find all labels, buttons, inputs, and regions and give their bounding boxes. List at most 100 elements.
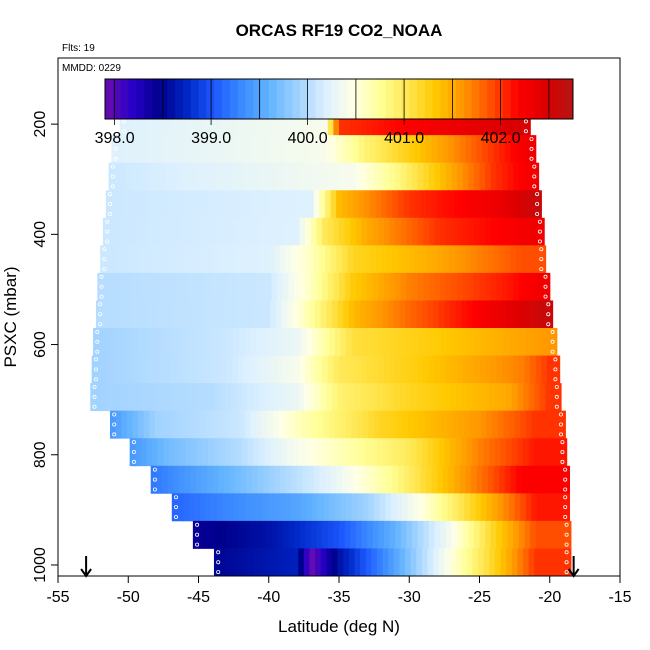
track-point bbox=[131, 459, 136, 464]
heatmap-cell bbox=[406, 355, 413, 384]
heatmap-cell bbox=[201, 465, 208, 494]
heatmap-cell bbox=[501, 162, 509, 191]
heatmap-band bbox=[192, 520, 572, 549]
heatmap-cell bbox=[386, 190, 393, 219]
heatmap-cell bbox=[551, 300, 554, 329]
heatmap-cell bbox=[355, 520, 363, 549]
heatmap-cell bbox=[357, 493, 364, 522]
heatmap-cell bbox=[379, 410, 386, 439]
heatmap-cell bbox=[323, 493, 330, 522]
heatmap-cell bbox=[180, 438, 187, 467]
heatmap-cell bbox=[213, 548, 221, 577]
heatmap-cell bbox=[378, 107, 385, 136]
heatmap-cell bbox=[121, 410, 128, 439]
heatmap-cell bbox=[126, 328, 134, 356]
heatmap-cell bbox=[218, 465, 225, 494]
heatmap-cell bbox=[225, 300, 232, 329]
heatmap-cell bbox=[288, 217, 295, 246]
heatmap-cell bbox=[430, 410, 437, 439]
heatmap-cell bbox=[257, 245, 264, 274]
heatmap-cell bbox=[496, 217, 503, 246]
heatmap-cell bbox=[220, 217, 228, 246]
heatmap-cell bbox=[140, 300, 148, 329]
heatmap-cell bbox=[274, 465, 281, 494]
heatmap-cell bbox=[524, 355, 531, 384]
heatmap-cell bbox=[532, 465, 540, 494]
heatmap-cell bbox=[510, 135, 517, 164]
heatmap-cell bbox=[111, 190, 118, 219]
heatmap-cell bbox=[501, 107, 509, 136]
heatmap-cell bbox=[294, 162, 301, 191]
heatmap-cell bbox=[466, 300, 474, 329]
heatmap-cell bbox=[468, 272, 475, 301]
track-point bbox=[110, 174, 115, 179]
heatmap-cell bbox=[226, 520, 233, 549]
track-point bbox=[553, 367, 558, 372]
heatmap-cell bbox=[140, 438, 148, 467]
heatmap-cell bbox=[160, 328, 167, 356]
heatmap-cell bbox=[275, 548, 282, 577]
colorbar-swatch bbox=[315, 79, 324, 119]
heatmap-cell bbox=[376, 383, 384, 412]
heatmap-cell bbox=[117, 135, 124, 164]
heatmap-cell bbox=[122, 245, 129, 274]
heatmap-cell bbox=[473, 520, 481, 549]
heatmap-cell bbox=[109, 328, 117, 356]
heatmap-cell bbox=[452, 328, 460, 356]
heatmap-cell bbox=[473, 107, 481, 136]
heatmap-cell bbox=[305, 162, 312, 191]
heatmap-cell bbox=[213, 383, 221, 412]
track-point bbox=[216, 550, 221, 555]
heatmap-cell bbox=[265, 107, 273, 136]
heatmap-cell bbox=[419, 328, 426, 356]
heatmap-cell bbox=[156, 245, 163, 274]
heatmap-cell bbox=[278, 328, 285, 356]
heatmap-cell bbox=[423, 107, 430, 136]
heatmap-cell bbox=[461, 438, 468, 467]
heatmap-cell bbox=[277, 272, 284, 301]
heatmap-cell bbox=[228, 410, 235, 439]
heatmap-cell bbox=[478, 300, 485, 329]
heatmap-cell bbox=[535, 520, 542, 549]
heatmap-cell bbox=[457, 355, 464, 384]
heatmap-cell bbox=[249, 355, 256, 384]
heatmap-cell bbox=[153, 272, 160, 301]
heatmap-cell bbox=[219, 548, 226, 577]
heatmap-cell bbox=[212, 190, 219, 219]
heatmap-cell bbox=[145, 190, 152, 219]
heatmap-cell bbox=[282, 272, 290, 301]
heatmap-cell bbox=[295, 410, 302, 439]
heatmap-cell bbox=[464, 493, 471, 522]
heatmap-cell bbox=[264, 438, 271, 467]
heatmap-cell bbox=[513, 272, 520, 301]
heatmap-cell bbox=[433, 548, 440, 577]
heatmap-cell bbox=[517, 300, 524, 329]
heatmap-cell bbox=[236, 300, 243, 329]
track-point bbox=[543, 284, 548, 289]
heatmap-cell bbox=[340, 328, 347, 356]
heatmap-cell bbox=[161, 135, 169, 164]
heatmap-cell bbox=[281, 548, 288, 577]
heatmap-cell bbox=[455, 438, 462, 467]
heatmap-cell bbox=[159, 272, 166, 301]
heatmap-cell bbox=[427, 300, 434, 329]
heatmap-cell bbox=[150, 245, 157, 274]
heatmap-cell bbox=[487, 245, 495, 274]
heatmap-cell bbox=[374, 410, 381, 439]
heatmap-cell bbox=[440, 217, 447, 246]
heatmap-cell bbox=[97, 272, 104, 301]
heatmap-cell bbox=[254, 355, 261, 384]
heatmap-cell bbox=[229, 245, 236, 274]
track-point bbox=[563, 477, 568, 482]
heatmap-cell bbox=[347, 135, 354, 164]
heatmap-cell bbox=[330, 465, 337, 494]
heatmap-cell bbox=[302, 135, 309, 164]
track-point bbox=[537, 239, 542, 244]
heatmap-cell bbox=[433, 438, 440, 467]
colorbar-swatch bbox=[495, 79, 504, 119]
heatmap-cell bbox=[516, 245, 523, 274]
heatmap-cell bbox=[464, 410, 471, 439]
heatmap-cell bbox=[147, 272, 155, 301]
heatmap-cell bbox=[534, 300, 541, 329]
heatmap-cell bbox=[423, 520, 430, 549]
